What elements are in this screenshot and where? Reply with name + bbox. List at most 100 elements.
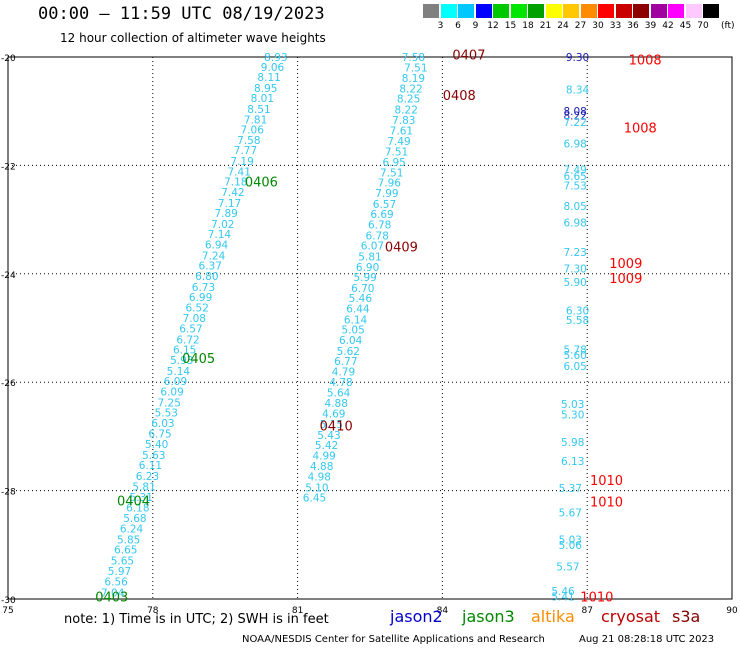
data-label-jason3: 7.18 — [224, 177, 247, 189]
data-label-jason3: 6.73 — [192, 282, 215, 294]
chart-subtitle: 12 hour collection of altimeter wave hei… — [60, 31, 326, 45]
data-label-jason3: 6.37 — [199, 261, 222, 273]
color-scale-label: 33 — [609, 21, 622, 31]
color-scale-label: 24 — [557, 21, 569, 31]
data-label-jason3: 6.23 — [136, 471, 159, 483]
color-swatch — [423, 4, 439, 18]
data-label-jason3: 7.81 — [244, 114, 267, 126]
data-label-jason3: 8.95 — [254, 83, 277, 95]
time-label: 0410 — [320, 420, 353, 435]
data-label-jason3: 7.49 — [387, 136, 410, 148]
time-label: 1008 — [624, 121, 657, 136]
data-label-jason3: 7.83 — [392, 115, 415, 127]
time-label: 0407 — [452, 48, 485, 63]
data-label-sentinel: 6.05 — [563, 361, 586, 373]
data-label-jason3: 6.77 — [334, 356, 357, 368]
data-label-sentinel: 7.22 — [563, 117, 586, 129]
data-label-sentinel: 5.98 — [561, 437, 584, 449]
data-label-sentinel: 8.34 — [566, 85, 590, 97]
data-label-sentinel: 5.67 — [559, 507, 582, 519]
satellite-legend-altika: altika — [531, 607, 575, 626]
data-label-jason3: 5.40 — [145, 439, 168, 451]
color-scale-label: 42 — [662, 21, 674, 31]
color-swatch — [458, 4, 474, 18]
color-swatch — [528, 4, 544, 18]
data-label-sentinel: 5.30 — [561, 410, 584, 422]
time-label: 1008 — [629, 54, 662, 69]
data-label-sentinel: 5.58 — [566, 315, 589, 327]
plot-frame — [7, 56, 733, 600]
timestamp-text: Aug 21 08:28:18 UTC 2023 — [579, 634, 715, 645]
data-label-jason3: 9.06 — [261, 62, 285, 74]
data-label-jason3: 7.06 — [241, 125, 265, 137]
color-swatch — [668, 4, 684, 18]
data-label-sentinel: 7.53 — [563, 180, 586, 192]
data-label-jason3: 5.62 — [337, 346, 360, 358]
color-swatch — [580, 4, 597, 18]
data-label-jason3: 6.94 — [205, 240, 229, 252]
data-label-jason3: 6.11 — [139, 460, 162, 472]
data-label-jason3: 6.78 — [366, 230, 389, 242]
data-label-jason3: 5.10 — [305, 482, 328, 494]
data-label-jason3: 8.22 — [395, 105, 418, 117]
time-label: 1009 — [609, 272, 642, 287]
data-label-jason3: 6.04 — [339, 335, 363, 347]
data-label-jason3: 5.85 — [117, 534, 140, 546]
data-label-jason3: 6.56 — [104, 577, 128, 589]
data-label-sentinel: 5.57 — [556, 561, 579, 573]
data-label-jason3: 7.77 — [234, 145, 257, 157]
data-label-jason3: 6.75 — [148, 429, 171, 441]
data-label-sentinel: 5.03 — [561, 399, 584, 411]
data-label-jason3: 5.93 — [170, 355, 193, 367]
data-label-jason3: 7.58 — [402, 52, 425, 64]
data-label-jason3: 8.25 — [397, 94, 420, 106]
data-label-jason3: 7.19 — [230, 156, 253, 168]
data-label-jason3: 6.03 — [151, 418, 174, 430]
color-swatch — [685, 4, 702, 18]
time-label: 1010 — [590, 495, 623, 510]
time-label: 1009 — [609, 257, 642, 272]
data-label-sentinel: 6.13 — [561, 456, 584, 468]
color-scale-label: 36 — [627, 21, 639, 31]
y-tick-label: -30 — [1, 596, 16, 606]
data-label-jason3: 6.09 — [160, 386, 183, 398]
color-swatch — [633, 4, 649, 18]
data-label-jason3: 5.81 — [358, 251, 381, 263]
data-label-sentinel: 5.78 — [563, 345, 586, 357]
color-scale-label: 3 — [437, 21, 444, 31]
color-swatch — [510, 4, 527, 18]
data-label-sentinel: 6.30 — [566, 306, 589, 318]
time-label: 1010 — [580, 590, 613, 605]
data-label-jason2: 8.08 — [563, 106, 586, 118]
data-label-jason3: 6.72 — [176, 334, 199, 346]
data-label-jason3: 6.95 — [382, 157, 405, 169]
data-label-sentinel: 7.49 — [563, 165, 586, 177]
data-label-jason3: 5.65 — [111, 556, 134, 568]
color-scale-label: 27 — [574, 21, 587, 31]
color-swatch — [703, 4, 719, 18]
x-tick-label: 81 — [292, 606, 303, 616]
data-label-jason3: 7.25 — [158, 397, 181, 409]
data-label-jason3: 5.99 — [353, 272, 376, 284]
data-label-jason3: 6.09 — [164, 376, 187, 388]
data-label-jason3: 7.42 — [221, 187, 244, 199]
data-label-jason3: 5.14 — [167, 366, 191, 378]
data-label-sentinel: 5.46 — [551, 586, 575, 598]
data-label-sentinel: 5.03 — [559, 534, 582, 546]
data-label-jason3: 4.88 — [310, 461, 333, 473]
color-scale-unit: (ft) — [721, 21, 735, 31]
data-label-jason3: 7.14 — [208, 229, 232, 241]
satellite-legend-s3a: s3a — [672, 607, 701, 626]
data-label-sentinel: 5.41 — [551, 591, 574, 603]
data-label-jason3: 6.99 — [189, 292, 212, 304]
data-label-jason3: 4.99 — [312, 450, 335, 462]
data-label-jason3: 4.98 — [308, 472, 331, 484]
data-label-jason3: 6.69 — [370, 209, 393, 221]
x-tick-label: 84 — [437, 606, 449, 616]
time-label: 0404 — [117, 494, 150, 509]
data-label-jason3: 4.79 — [332, 366, 355, 378]
data-label-jason3: 6.80 — [195, 271, 218, 283]
data-label-jason3: 5.15 — [320, 419, 343, 431]
data-label-jason3: 7.04 — [101, 587, 125, 599]
data-label-jason3: 7.24 — [202, 250, 226, 262]
